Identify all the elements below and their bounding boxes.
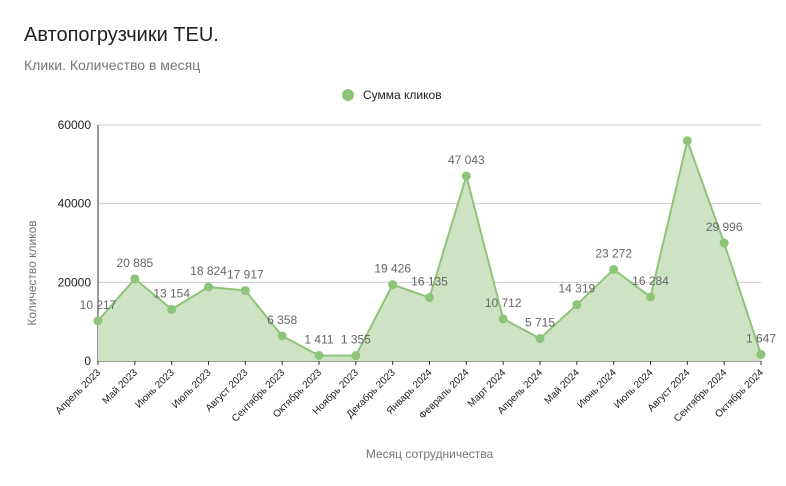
data-point bbox=[130, 274, 140, 284]
data-point bbox=[572, 300, 582, 310]
data-point bbox=[388, 280, 398, 290]
data-label: 1 355 bbox=[341, 333, 371, 347]
data-point bbox=[498, 314, 508, 324]
data-label: 13 154 bbox=[153, 286, 190, 300]
data-point bbox=[167, 304, 177, 314]
data-point bbox=[93, 316, 103, 326]
data-label: 10 217 bbox=[80, 298, 117, 312]
data-label: 17 917 bbox=[227, 268, 264, 282]
data-point bbox=[425, 293, 434, 303]
data-label: 16 135 bbox=[411, 275, 448, 289]
data-point bbox=[240, 286, 250, 296]
data-label: 18 824 bbox=[190, 264, 227, 278]
data-label: 6 358 bbox=[267, 313, 297, 327]
data-label: 19 426 bbox=[374, 262, 411, 276]
chart-subtitle: Клики. Количество в месяц bbox=[24, 57, 201, 73]
y-tick-label: 40000 bbox=[58, 197, 92, 211]
y-tick-label: 20000 bbox=[58, 275, 92, 289]
area-fill bbox=[98, 140, 761, 361]
data-label: 10 712 bbox=[485, 296, 522, 310]
data-point bbox=[535, 334, 545, 344]
data-label: 5 715 bbox=[525, 316, 555, 330]
data-point bbox=[646, 292, 655, 302]
data-point bbox=[277, 331, 287, 341]
y-axis-title: Количество кликов bbox=[25, 220, 39, 325]
data-point bbox=[682, 136, 692, 146]
x-axis-title: Месяц сотрудничества bbox=[366, 447, 494, 461]
data-label: 1 647 bbox=[746, 332, 776, 346]
data-label: 47 043 bbox=[448, 153, 485, 167]
data-label: 16 284 bbox=[632, 274, 669, 288]
data-label: 23 272 bbox=[595, 246, 632, 260]
data-point bbox=[204, 282, 213, 292]
data-label: 14 319 bbox=[558, 282, 595, 296]
x-tick-label: Апрель 2023 bbox=[54, 367, 104, 417]
data-label: 1 411 bbox=[304, 332, 333, 346]
legend: Сумма кликов bbox=[342, 88, 442, 102]
data-label: 29 996 bbox=[706, 220, 743, 234]
data-label: 20 885 bbox=[116, 256, 153, 270]
legend-marker bbox=[342, 89, 354, 101]
data-point bbox=[461, 171, 471, 181]
data-point bbox=[314, 350, 324, 360]
data-point bbox=[719, 238, 729, 248]
y-tick-label: 60000 bbox=[58, 118, 92, 132]
data-point bbox=[351, 351, 361, 361]
y-tick-label: 0 bbox=[84, 354, 91, 368]
data-point bbox=[609, 264, 619, 274]
legend-label: Сумма кликов bbox=[363, 88, 442, 102]
chart-title: Автопогрузчики TEU. bbox=[24, 24, 219, 46]
data-point bbox=[756, 350, 766, 360]
